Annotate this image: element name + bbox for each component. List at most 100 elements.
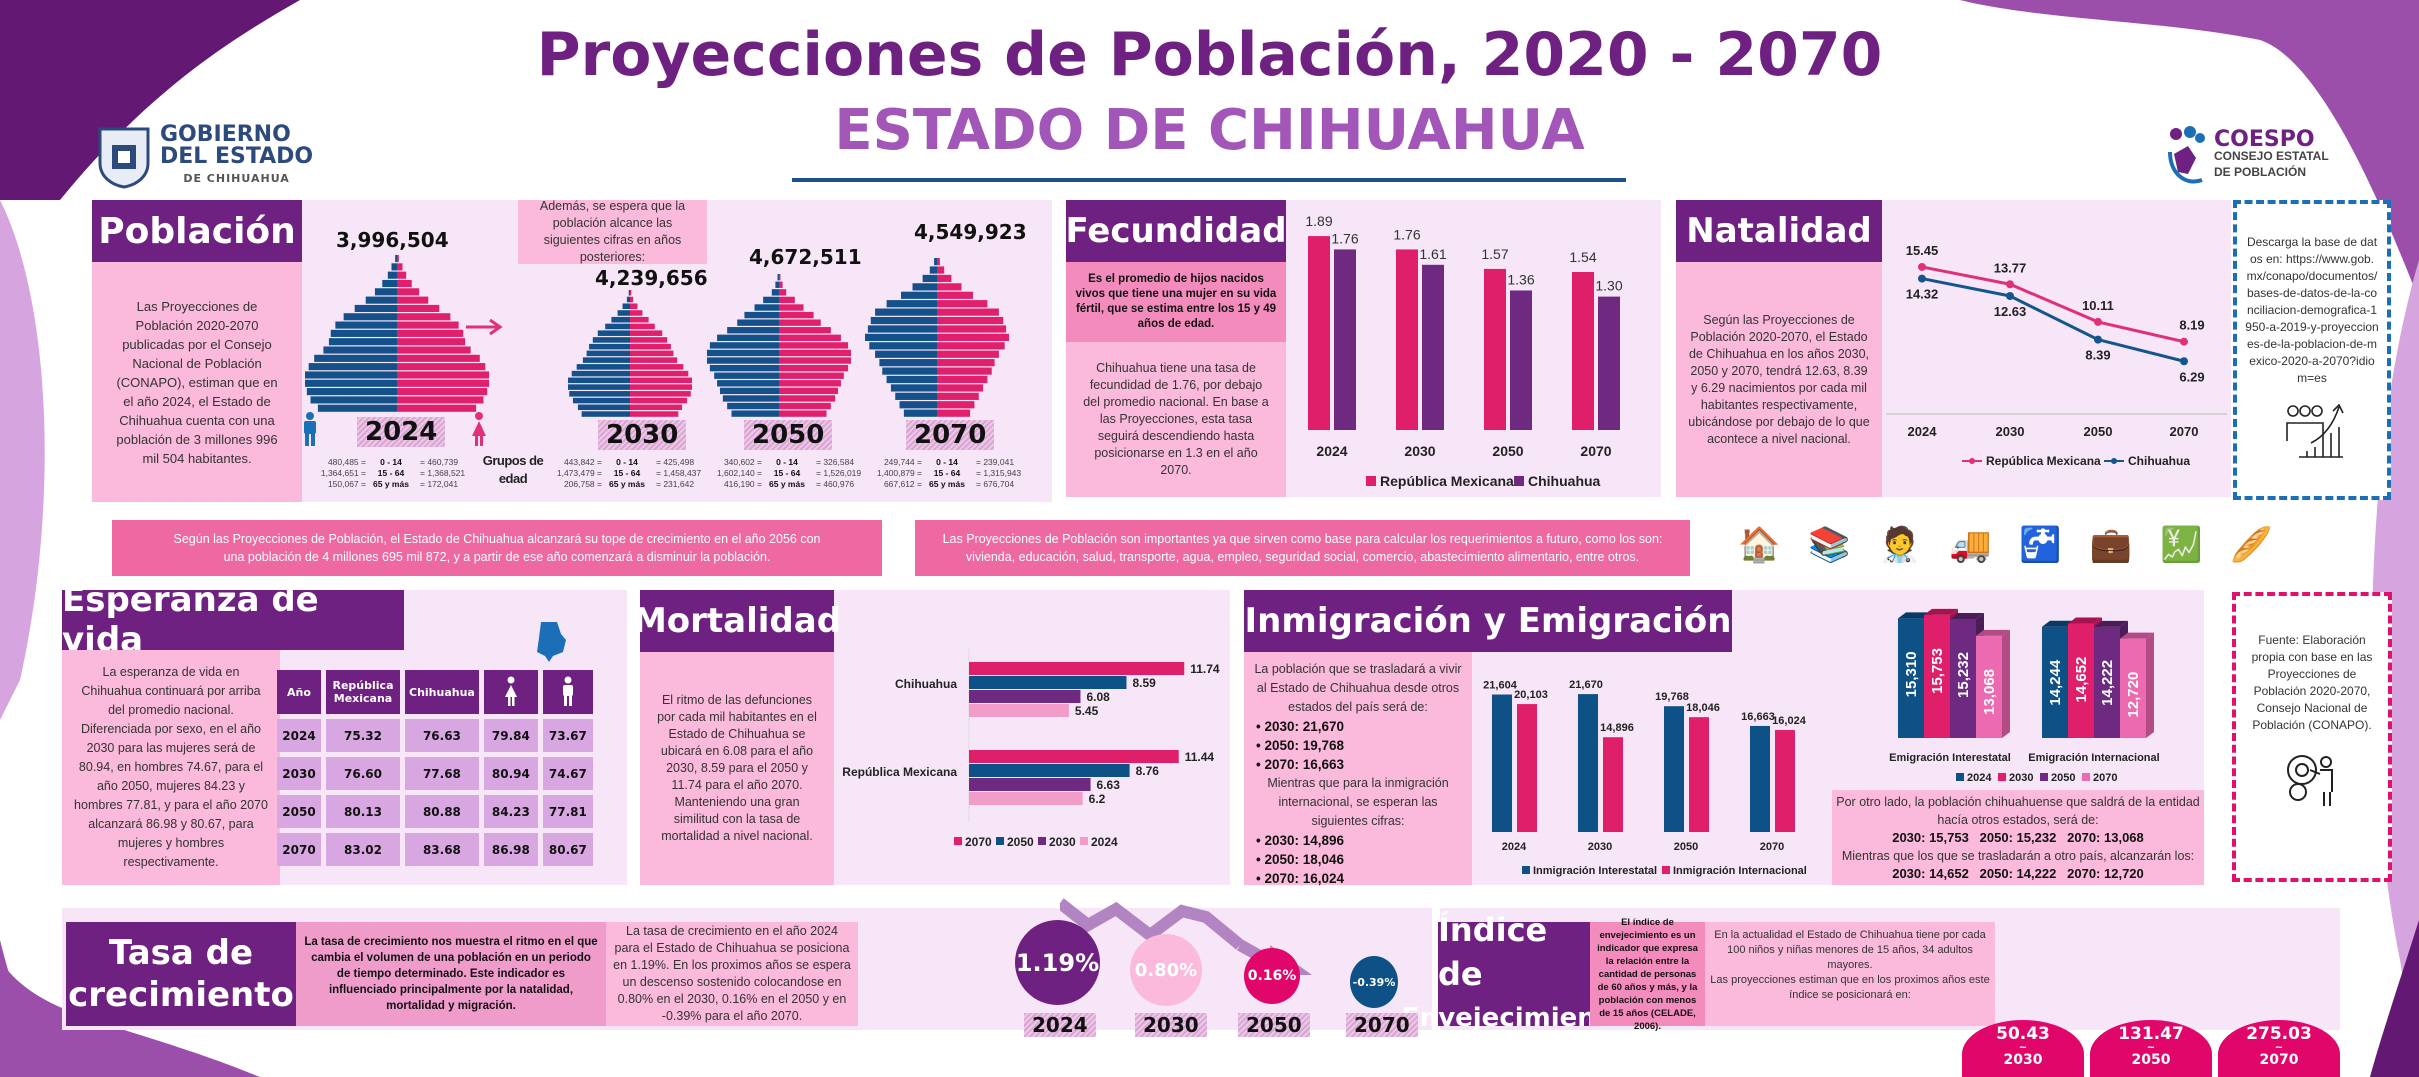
rate-circle-2070: -0.39% (1350, 956, 1398, 1008)
inmigracion-data-label: 16,663 (1741, 711, 1775, 723)
transport-icon: 🚚 (1949, 526, 1992, 564)
envejecimiento-title: Índice de Envejecimiento (1402, 911, 1626, 1033)
pyramid-bar-female (779, 372, 844, 379)
fecundidad-description: Chihuahua tiene una tasa de fecundidad d… (1066, 342, 1286, 497)
natalidad-chart: 15.45 13.77 10.11 8.19 14.32 12.63 8.39 6.29 202… (1886, 243, 2227, 468)
coespo-line3: DE POBLACIÓN (2214, 165, 2307, 179)
table-cell: 2050 (277, 795, 321, 828)
age-group-cell: 667,612 = (883, 479, 922, 489)
pyramid-bar-male (875, 350, 937, 358)
fecundidad-x-tick: 2070 (1580, 443, 1611, 459)
legend-label: 2070 (2093, 772, 2117, 784)
mortalidad-data-label: 11.44 (1185, 750, 1215, 764)
pyramid-bar-male (305, 371, 397, 379)
page-subtitle: ESTADO DE CHIHUAHUA (834, 98, 1585, 163)
interestatal-2070-text: 2070: 16,663 (1264, 757, 1345, 772)
table-cell: 76.63 (405, 719, 479, 752)
pyramid-bar-male (622, 303, 630, 310)
pyramid-bar-male (869, 342, 937, 350)
legend-label: República Mexicana (1380, 473, 1514, 489)
age-group-cell: 416,190 = (723, 479, 762, 489)
age-groups-2050: 340,602 = 0 - 14 = 326,584 1,602,140 = 15 - … (700, 457, 874, 490)
peak-population-text: Según las Proyecciones de Población, el … (173, 532, 821, 564)
poblacion-note: Además, se espera que la población alcan… (518, 199, 707, 264)
legend-swatch (2040, 773, 2048, 781)
age-group-cell: 480,485 = (327, 457, 366, 467)
emigracion-data-label: 15,232 (1955, 652, 1972, 698)
fecundidad-title: Fecundidad (1065, 200, 1287, 262)
water-icon: 🚰 (2019, 526, 2062, 564)
pyramid-bar-female (937, 392, 979, 400)
age-group-cell: = 676,704 (976, 479, 1015, 489)
fecundidad-data-label: 1.76 (1393, 226, 1420, 242)
pyramid-bar-male (343, 313, 397, 321)
natalidad-x-tick: 2024 (1908, 424, 1938, 439)
legend-swatch (954, 837, 962, 845)
table-cell: 73.67 (542, 719, 593, 752)
age-groups-2030: 443,842 = 0 - 14 = 425,498 1,473,479 = 15 - … (540, 457, 714, 490)
rate-value-2030: 0.80% (1134, 959, 1198, 981)
pyramid-bar-female (937, 316, 1004, 325)
inmigracion-data-label: 21,604 (1483, 680, 1518, 692)
emigracion-bar-top (2068, 617, 2102, 624)
age-group-cell: = 326,584 (816, 457, 855, 467)
age-group-cell: 65 y más (373, 479, 409, 489)
table-cell: 83.68 (405, 833, 479, 866)
migracion-intro: La población que se trasladará a vivir a… (1254, 662, 1462, 714)
pyramid-bar-male (597, 330, 630, 336)
emigracion-data-label: 14,244 (2047, 659, 2064, 706)
pyramid-bar-male (335, 321, 397, 329)
requirements-icons: 🏠 📚 🧑‍⚕️ 🚚 🚰 💼 💹 🥖 (1738, 525, 2273, 565)
fecundidad-description-text: Chihuahua tiene una tasa de fecundidad d… (1083, 361, 1269, 477)
fecundidad-x-tick: 2024 (1316, 443, 1347, 459)
pyramid-bar-male (314, 354, 397, 362)
download-text[interactable]: Descarga la base de datos en: https://ww… (2245, 235, 2379, 385)
fecundidad-definition: Es el promedio de hijos nacidos vivos qu… (1066, 262, 1286, 342)
pyramid-svg (305, 255, 489, 412)
decor-blob-top-right (1960, 0, 2419, 300)
arrow-icon (466, 318, 503, 336)
poblacion-note-text: Además, se espera que la población alcan… (539, 199, 686, 264)
pyramid-bar-male (912, 283, 937, 291)
books-icon: 📚 (1808, 526, 1851, 564)
emigracion-bar (2068, 623, 2094, 738)
legend-swatch (1662, 866, 1670, 874)
age-group-cell: 0 - 14 (776, 457, 798, 467)
inmigracion-data-label: 19,768 (1655, 691, 1689, 703)
pyramid-bar-female (397, 296, 429, 304)
envejecimiento-description1: En la actualidad el Estado de Chihuahua … (1714, 929, 1986, 971)
legend-label: 2070 (965, 835, 992, 849)
mortalidad-chart: Chihuahua 11.74 8.59 6.085.45 República Mexi… (842, 648, 1220, 849)
mortalidad-data-label: 8.59 (1132, 676, 1156, 690)
fecundidad-bar (1334, 249, 1356, 430)
age-group-cell: = 1,458,437 (656, 468, 702, 478)
rate-year-2024: 2024 (1024, 1013, 1096, 1037)
age-groups-2024: 480,485 = 0 - 14 = 460,739 1,364,651 = 15 - … (304, 457, 478, 490)
aging-year-2050: 2050 (2131, 1052, 2171, 1068)
age-group-cell: 1,400,879 = (876, 468, 922, 478)
pyramid-bar-male (617, 310, 630, 316)
pyramid-bar-male (886, 375, 937, 384)
emigracion-data-label: 12,720 (2125, 672, 2142, 718)
mortalidad-bar (969, 792, 1083, 805)
fecundidad-data-label: 1.30 (1595, 278, 1622, 294)
legend-swatch (2082, 773, 2090, 781)
source-box: Fuente: Elaboración propia con base en l… (2232, 592, 2392, 882)
pyramid-bar-male (568, 384, 630, 390)
requirements-banner: Las Proyecciones de Población son import… (915, 520, 1690, 576)
mortalidad-data-label: 6.08 (1086, 690, 1110, 704)
pyramid-bar-female (397, 338, 466, 346)
inmigracion-bar (1664, 706, 1684, 832)
pyramid-bar-female (779, 387, 839, 395)
natalidad-point (1918, 262, 1926, 271)
aging-index-2030: 50.43 ~2030 (1962, 1020, 2084, 1077)
pyramid-bar-male (571, 370, 630, 377)
esperanza-description-text: La esperanza de vida en Chihuahua contin… (74, 665, 268, 869)
pyramid-bar-female (779, 289, 787, 296)
pyramid-bar-female (397, 288, 420, 296)
emigracion-bar-top (1950, 613, 1984, 619)
pyramid-bar-female (630, 411, 679, 417)
emigracion-bar-top (2042, 620, 2076, 627)
legend-swatch (1956, 773, 1964, 781)
